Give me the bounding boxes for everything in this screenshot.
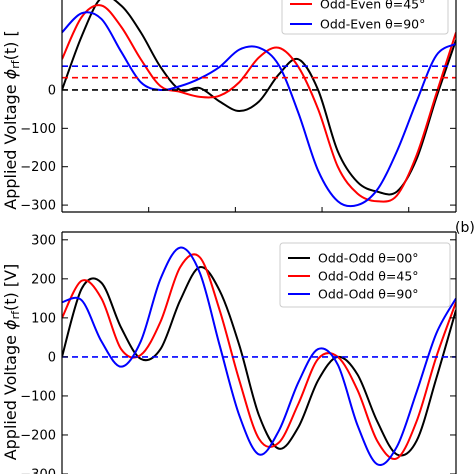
legend-box	[281, 0, 449, 35]
panel-label-b: (b)	[455, 220, 474, 236]
y-tick-label: −300	[20, 199, 56, 214]
y-ticks-a: 0 −100 −200 −300	[20, 83, 456, 214]
series-line-2	[62, 246, 456, 467]
y-tick-label: −100	[20, 122, 56, 137]
chart-panel-a: 0 −100 −200 −300 Odd-Even θ=45° Odd-Even θ=9…	[1, 0, 457, 214]
series-line-0	[62, 0, 456, 196]
legend-label: Odd-Even θ=90°	[320, 17, 425, 32]
legend-label: Odd-Odd θ=90°	[318, 287, 419, 302]
series-line-1	[62, 253, 456, 461]
axes-b	[61, 231, 457, 474]
y-tick-label: 0	[48, 83, 56, 98]
y-ticks-b: 300 200 100 0 −100 −200 −300	[20, 233, 456, 474]
plot-lines-b	[62, 246, 456, 467]
y-tick-label: 100	[31, 311, 56, 326]
y-tick-label: −100	[20, 389, 56, 404]
legend-label: Odd-Odd θ=00°	[318, 251, 419, 266]
y-tick-label: −300	[20, 468, 56, 474]
y-axis-label-a: Applied Voltage ϕrf(t) [	[1, 30, 22, 209]
y-tick-label: 300	[31, 233, 56, 248]
y-tick-label: −200	[20, 160, 56, 175]
legend-a: Odd-Even θ=45° Odd-Even θ=90°	[281, 0, 449, 35]
plot-lines-a	[62, 0, 456, 208]
series-line-1	[62, 4, 456, 203]
y-axis-label-b: Applied Voltage ϕrf(t) [V]	[1, 264, 22, 461]
y-tick-label: 0	[48, 350, 56, 365]
series-line-2	[62, 11, 456, 208]
y-tick-label: 200	[31, 272, 56, 287]
legend-box	[279, 242, 451, 308]
legend-label: Odd-Odd θ=45°	[318, 269, 419, 284]
legend-label: Odd-Even θ=45°	[320, 0, 425, 12]
y-tick-label: −200	[20, 428, 56, 443]
legend-b: Odd-Odd θ=00° Odd-Odd θ=45° Odd-Odd θ=90°	[279, 242, 451, 308]
axes-a	[61, 0, 457, 213]
